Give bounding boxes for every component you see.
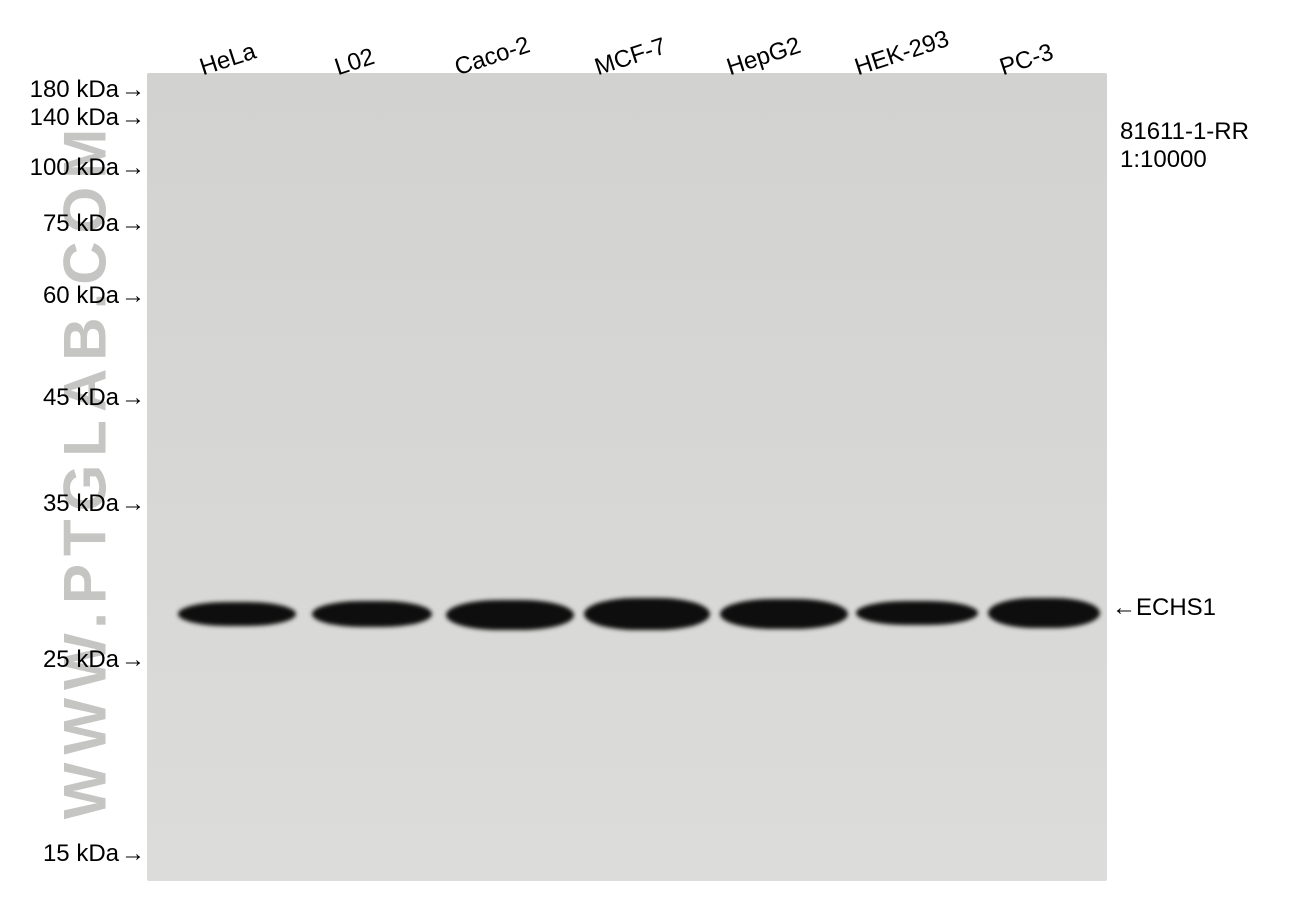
mw-marker: 15 kDa→ [43,840,145,868]
mw-marker-label: 75 kDa [43,210,119,237]
arrow-left-icon: ← [1112,594,1136,621]
right-label: 1:10000 [1120,146,1207,174]
arrow-right-icon: → [121,282,145,310]
arrow-right-icon: → [121,104,145,132]
band-pointer: ←ECHS1 [1112,594,1216,622]
mw-marker-label: 100 kDa [30,154,119,181]
arrow-right-icon: → [121,646,145,674]
band-pointer-label: ECHS1 [1136,594,1216,621]
arrow-right-icon: → [121,490,145,518]
arrow-right-icon: → [121,210,145,238]
mw-marker: 180 kDa→ [30,76,145,104]
mw-marker-label: 140 kDa [30,104,119,131]
mw-marker-label: 45 kDa [43,384,119,411]
mw-marker: 75 kDa→ [43,210,145,238]
blot-membrane [147,73,1107,881]
mw-marker-label: 35 kDa [43,490,119,517]
mw-marker: 25 kDa→ [43,646,145,674]
blot-band [178,602,296,626]
blot-band [584,598,710,630]
arrow-right-icon: → [121,154,145,182]
mw-marker: 45 kDa→ [43,384,145,412]
right-label: 81611-1-RR [1120,118,1249,146]
arrow-right-icon: → [121,76,145,104]
arrow-right-icon: → [121,840,145,868]
blot-band [856,601,978,625]
blot-band [312,601,432,627]
mw-marker-label: 25 kDa [43,646,119,673]
blot-band [720,599,848,629]
arrow-right-icon: → [121,384,145,412]
mw-marker: 35 kDa→ [43,490,145,518]
mw-marker: 60 kDa→ [43,282,145,310]
mw-marker-label: 60 kDa [43,282,119,309]
figure-container: WWW.PTGLAB.COM HeLaL02Caco-2MCF-7HepG2HE… [0,0,1300,903]
mw-marker-label: 180 kDa [30,76,119,103]
mw-marker-label: 15 kDa [43,840,119,867]
mw-marker: 140 kDa→ [30,104,145,132]
blot-band [446,600,574,630]
mw-marker: 100 kDa→ [30,154,145,182]
blot-band [988,598,1100,628]
